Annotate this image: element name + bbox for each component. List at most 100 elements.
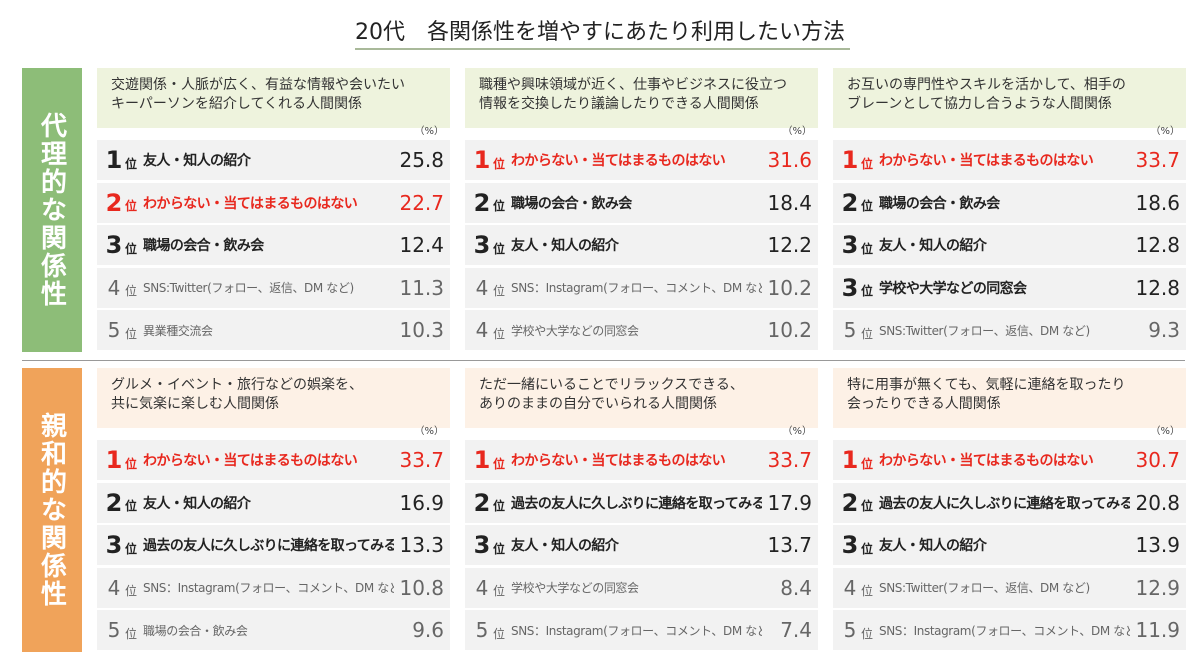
unit-label: （%） (782, 426, 812, 437)
ranking-row: 4 位 SNS:Twitter(フォロー、返信、DM など) 11.3 (97, 267, 450, 308)
rank-number: 1 (841, 446, 859, 474)
percentage-value: 11.9 (1135, 618, 1180, 642)
percentage-value: 22.7 (399, 190, 444, 215)
method-label: 職場の会合・飲み会 (143, 623, 248, 638)
panel-header-line: お互いの専門性やスキルを活かして、相手の (847, 77, 1126, 93)
method-label: SNS：Instagram(フォロー、コメント、DM など) (511, 281, 762, 295)
rank-suffix: 位 (493, 626, 506, 641)
method-label: 過去の友人に久しぶりに連絡を取ってみる (879, 495, 1130, 512)
rank-suffix: 位 (861, 456, 874, 471)
rank-number: 2 (105, 488, 123, 517)
rank-suffix: 位 (861, 541, 874, 556)
ranking-row: 5 位職場の会合・飲み会 9.6 (97, 610, 450, 650)
panel-header: 交遊関係・人脈が広く、有益な情報や会いたい キーパーソンを紹介してくれる人間関係 (97, 68, 450, 128)
percentage-value: 33.7 (399, 448, 444, 472)
rank-suffix: 位 (861, 326, 874, 341)
rank-suffix: 位 (125, 626, 138, 641)
method-label: 過去の友人に久しぶりに連絡を取ってみる (143, 538, 394, 554)
rank-suffix: 位 (493, 584, 506, 598)
ranking-row: 2 位過去の友人に久しぶりに連絡を取ってみる 17.9 (465, 482, 818, 523)
percentage-value: 9.6 (412, 618, 444, 642)
ranking-row: 4 位 SNS：Instagram(フォロー、コメント、DM など) 10.2 (465, 267, 818, 308)
method-label: 友人・知人の紹介 (143, 153, 251, 169)
percentage-value: 9.3 (1148, 318, 1180, 342)
panel-header-line: 特に用事が無くても、気軽に連絡を取ったり (847, 377, 1126, 393)
rank-number: 2 (473, 488, 491, 517)
ranking-row: 1 位わからない・当てはまるものはない 33.7 (97, 440, 450, 480)
rank-number: 4 (843, 575, 857, 600)
panel-header-line: 交遊関係・人脈が広く、有益な情報や会いたい (111, 77, 405, 93)
panel-header-line: 職種や興味領域が近く、仕事やビジネスに役立つ (479, 77, 787, 93)
rank-number: 3 (105, 531, 123, 559)
ranking-row: 5 位 SNS：Instagram(フォロー、コメント、DM など) 11.9 (833, 610, 1186, 650)
rank-number: 5 (107, 618, 121, 642)
percentage-value: 18.6 (1135, 190, 1180, 215)
percentage-value: 13.7 (767, 533, 812, 557)
ranking-row: 3 位友人・知人の紹介 12.2 (465, 225, 818, 265)
unit-label: （%） (1150, 126, 1180, 137)
rank-suffix: 位 (861, 499, 874, 513)
percentage-value: 25.8 (399, 148, 444, 172)
section-label-text: 親和的な関係性 (36, 412, 67, 608)
percentage-value: 13.3 (399, 533, 444, 557)
ranking-row: 3 位職場の会合・飲み会 12.4 (97, 225, 450, 265)
ranking-row: 3 位友人・知人の紹介 12.8 (833, 225, 1186, 265)
rank-suffix: 位 (493, 456, 506, 471)
rank-number: 4 (475, 275, 489, 300)
ranking-row: 4 位 SNS:Twitter(フォロー、返信、DM など) 12.9 (833, 567, 1186, 608)
method-label: わからない・当てはまるものはない (879, 453, 1094, 469)
rank-suffix: 位 (861, 626, 874, 641)
rank-suffix: 位 (861, 584, 874, 598)
panel-header-line: 会ったりできる人間関係 (847, 396, 1001, 412)
rank-suffix: 位 (861, 156, 874, 171)
method-label: SNS：Instagram(フォロー、コメント、DM など) (879, 623, 1130, 638)
percentage-value: 12.9 (1135, 575, 1180, 600)
rank-suffix: 位 (493, 156, 506, 171)
ranking-row: 1 位わからない・当てはまるものはない 31.6 (465, 140, 818, 180)
ranking-row: 1 位友人・知人の紹介 25.8 (97, 140, 450, 180)
percentage-value: 7.4 (780, 618, 812, 642)
rank-suffix: 位 (493, 284, 506, 298)
rank-suffix: 位 (125, 199, 138, 213)
ranking-row: 1 位わからない・当てはまるものはない 33.7 (833, 140, 1186, 180)
method-label: わからない・当てはまるものはない (879, 153, 1094, 169)
percentage-value: 10.3 (399, 318, 444, 342)
rank-number: 4 (475, 575, 489, 600)
percentage-value: 10.2 (767, 275, 812, 300)
ranking-row: 5 位 SNS：Instagram(フォロー、コメント、DM など) 7.4 (465, 610, 818, 650)
method-label: わからない・当てはまるものはない (143, 453, 358, 469)
panel-header-line: ただ一緒にいることでリラックスできる、 (479, 377, 744, 393)
method-label: 友人・知人の紹介 (879, 538, 987, 554)
title-rule (355, 48, 850, 50)
panel-header: グルメ・イベント・旅行などの娯楽を、 共に気楽に楽しむ人間関係 (97, 368, 450, 428)
method-label: 職場の会合・飲み会 (143, 238, 264, 254)
section-label: 代理的な関係性 (22, 68, 82, 352)
rank-number: 1 (105, 146, 123, 174)
method-label: SNS：Instagram(フォロー、コメント、DM など) (143, 581, 394, 595)
panel-header-line: キーパーソンを紹介してくれる人間関係 (111, 96, 363, 112)
percentage-value: 31.6 (767, 148, 812, 172)
rank-number: 3 (105, 231, 123, 259)
rank-number: 1 (105, 446, 123, 474)
percentage-value: 20.8 (1135, 490, 1180, 515)
method-label: わからない・当てはまるものはない (511, 453, 726, 469)
ranking-row: 5 位異業種交流会 10.3 (97, 310, 450, 350)
panel-header-line: 情報を交換したり議論したりできる人間関係 (479, 96, 759, 112)
rank-suffix: 位 (125, 241, 138, 256)
rank-suffix: 位 (861, 241, 874, 256)
method-label: SNS:Twitter(フォロー、返信、DM など) (143, 281, 354, 295)
panel-header-line: ありのままの自分でいられる人間関係 (479, 396, 717, 412)
rank-number: 2 (841, 188, 859, 217)
ranking-row: 3 位友人・知人の紹介 13.7 (465, 525, 818, 565)
rank-suffix: 位 (125, 326, 138, 341)
rank-number: 5 (475, 618, 489, 642)
rank-number: 5 (107, 318, 121, 342)
rank-number: 4 (107, 575, 121, 600)
percentage-value: 11.3 (399, 275, 444, 300)
method-label: 学校や大学などの同窓会 (879, 280, 1027, 297)
percentage-value: 30.7 (1135, 448, 1180, 472)
rank-number: 5 (843, 318, 857, 342)
method-label: 職場の会合・飲み会 (511, 195, 632, 212)
percentage-value: 13.9 (1135, 533, 1180, 557)
ranking-row: 5 位 SNS:Twitter(フォロー、返信、DM など) 9.3 (833, 310, 1186, 350)
